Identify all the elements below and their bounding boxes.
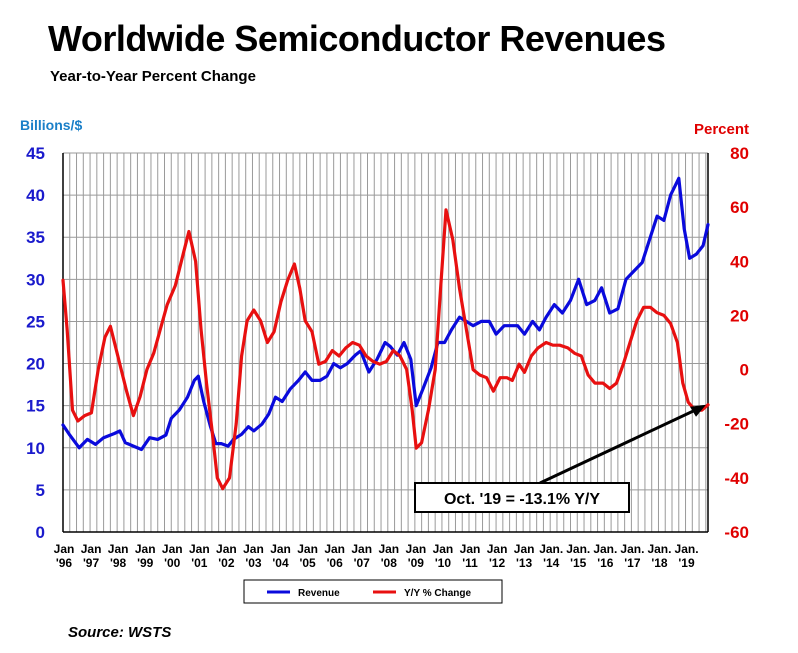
yoy-change-line [61,208,710,491]
x-tick-year: '00 [164,556,181,570]
x-tick-label: Jan [514,542,535,556]
arrow-head [690,404,706,417]
x-tick-label: Jan. [593,542,617,556]
right-tick-label: 0 [740,361,749,380]
x-tick-year: '13 [516,556,533,570]
x-tick-year: '07 [354,556,371,570]
x-tick-year: '14 [543,556,560,570]
annotation-text: Oct. '19 = -13.1% Y/Y [444,491,600,508]
left-tick-label: 35 [26,228,45,247]
left-tick-label: 5 [36,481,45,500]
right-tick-label: 40 [730,252,749,271]
x-tick-year: '17 [624,556,641,570]
left-tick-label: 0 [36,523,45,542]
right-axis-unit: Percent [694,121,749,138]
legend-label: Revenue [298,588,340,599]
source-note: Source: WSTS [68,624,172,641]
x-tick-label: Jan [406,542,427,556]
chart-subtitle: Year-to-Year Percent Change [50,68,256,85]
x-tick-year: '02 [218,556,235,570]
x-tick-label: Jan [108,542,129,556]
x-tick-label: Jan [135,542,156,556]
right-tick-label: 60 [730,198,749,217]
left-tick-label: 10 [26,439,45,458]
x-tick-label: Jan [216,542,237,556]
x-tick-label: Jan [243,542,264,556]
x-tick-label: Jan. [675,542,699,556]
x-tick-year: '19 [678,556,695,570]
x-tick-label: Jan [81,542,102,556]
x-tick-year: '96 [56,556,73,570]
x-tick-year: '98 [110,556,127,570]
x-tick-label: Jan [297,542,318,556]
legend: Revenue Y/Y % Change [243,579,503,604]
left-tick-label: 30 [26,270,45,289]
x-tick-year: '97 [83,556,100,570]
x-tick-label: Jan [54,542,75,556]
left-axis-unit: Billions/$ [20,117,82,133]
x-tick-year: '08 [381,556,398,570]
revenue-line [61,176,710,452]
x-tick-year: '18 [651,556,668,570]
right-tick-label: -60 [724,523,749,542]
x-tick-year: '16 [597,556,614,570]
x-tick-label: Jan [433,542,454,556]
right-tick-label: 80 [730,144,749,163]
annotation-arrow [539,408,697,485]
left-tick-label: 15 [26,397,45,416]
x-tick-label: Jan [270,542,291,556]
annotation-box [414,482,630,513]
x-tick-year: '15 [570,556,587,570]
x-tick-label: Jan [351,542,372,556]
chart-title: Worldwide Semiconductor Revenues [48,18,666,59]
x-tick-label: Jan [378,542,399,556]
x-tick-label: Jan [189,542,210,556]
right-tick-label: -40 [724,469,749,488]
axes: 051015202530354045-60-40-20020406080Jan'… [26,144,749,570]
x-tick-label: Jan. [539,542,563,556]
left-tick-label: 45 [26,144,45,163]
x-tick-label: Jan [324,542,345,556]
right-tick-label: 20 [730,306,749,325]
series-lines [61,176,710,491]
x-tick-year: '01 [191,556,208,570]
x-tick-label: Jan [460,542,481,556]
left-tick-label: 20 [26,355,45,374]
x-tick-year: '99 [137,556,154,570]
x-tick-year: '05 [299,556,316,570]
x-tick-label: Jan. [620,542,644,556]
x-tick-label: Jan [487,542,508,556]
x-tick-year: '03 [245,556,262,570]
x-tick-label: Jan. [647,542,671,556]
x-tick-year: '10 [435,556,452,570]
left-tick-label: 25 [26,312,45,331]
x-tick-year: '11 [462,556,478,570]
x-tick-year: '06 [327,556,344,570]
x-tick-year: '12 [489,556,506,570]
right-tick-label: -20 [724,415,749,434]
annotation: Oct. '19 = -13.1% Y/Y [414,404,706,513]
left-tick-label: 40 [26,186,45,205]
x-tick-year: '09 [408,556,425,570]
x-tick-label: Jan. [566,542,590,556]
x-tick-year: '04 [272,556,289,570]
x-tick-label: Jan [162,542,183,556]
legend-label: Y/Y % Change [404,588,471,599]
